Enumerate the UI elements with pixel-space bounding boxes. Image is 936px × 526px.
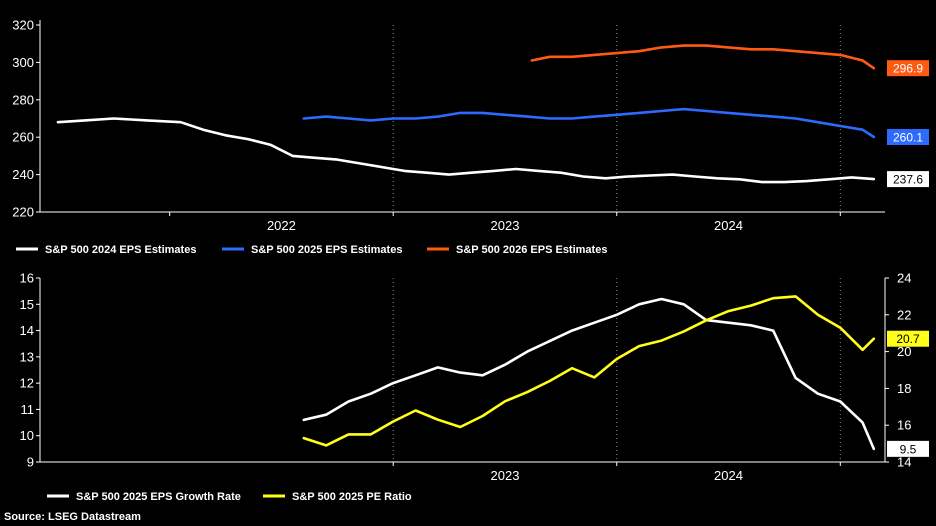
y2-tick-label: 18 [897, 381, 911, 396]
legend-growth: S&P 500 2025 EPS Growth Rate [76, 491, 241, 503]
y-tick-label: 240 [12, 167, 34, 182]
bottom-series-lines [302, 295, 876, 451]
y-tick-label: 13 [20, 349, 34, 364]
series-line-0 [56, 117, 876, 184]
y-tick-label: 15 [20, 297, 34, 312]
y-tick-label: 280 [12, 92, 34, 107]
bottom-right-y-tick-labels: 14 16 18 20 22 24 [885, 271, 911, 470]
legend-eps2024: S&P 500 2024 EPS Estimates [45, 244, 196, 256]
end-label-box-2 [887, 60, 929, 77]
legend-eps2025: S&P 500 2025 EPS Estimates [251, 244, 402, 256]
end-label-box-1 [887, 330, 929, 347]
y2-tick-label: 16 [897, 418, 911, 433]
bottom-end-labels: 9.5 20.7 [887, 330, 929, 457]
y-tick-label: 220 [12, 205, 34, 220]
end-label-1: 20.7 [896, 332, 920, 346]
top-end-labels: 237.6 260.1 296.9 [887, 60, 929, 188]
bottom-chart-gridlines [392, 278, 841, 462]
y-tick-label: 11 [21, 402, 35, 417]
x-tick-label: 2023 [491, 468, 520, 483]
y-tick-label: 12 [20, 376, 34, 391]
legend-eps2026: S&P 500 2026 EPS Estimates [456, 244, 607, 256]
bottom-left-y-tick-labels: 9 10 11 12 13 14 15 16 [20, 271, 40, 470]
end-label-box-0 [887, 171, 929, 188]
series-line-0 [302, 297, 876, 451]
x-tick-label: 2023 [491, 218, 520, 233]
y-tick-label: 16 [20, 271, 34, 286]
end-label-box-0 [887, 440, 929, 457]
legend-pe: S&P 500 2025 PE Ratio [292, 491, 412, 503]
end-label-0: 9.5 [900, 442, 917, 456]
x-tick-label: 2024 [714, 218, 743, 233]
y-tick-label: 300 [12, 55, 34, 70]
y-tick-label: 9 [27, 455, 34, 470]
end-label-0: 237.6 [893, 173, 923, 187]
end-label-1: 260.1 [893, 131, 923, 145]
y2-tick-label: 24 [897, 271, 911, 286]
top-legend: S&P 500 2024 EPS Estimates S&P 500 2025 … [16, 244, 607, 256]
y2-tick-label: 22 [897, 307, 911, 322]
y-tick-label: 320 [12, 18, 34, 33]
series-line-1 [302, 107, 876, 139]
x-tick-label: 2024 [714, 468, 743, 483]
series-line-1 [302, 295, 876, 447]
end-label-2: 296.9 [893, 62, 923, 76]
series-line-2 [530, 44, 876, 70]
end-label-box-1 [887, 129, 929, 146]
y2-tick-label: 14 [897, 455, 911, 470]
y-tick-label: 260 [12, 130, 34, 145]
y-tick-label: 10 [20, 428, 34, 443]
bottom-x-tick-labels: 202320242025 [392, 462, 841, 483]
top-x-tick-labels: 2022202320242025 [169, 212, 841, 233]
x-tick-label: 2022 [267, 218, 296, 233]
y-tick-label: 14 [20, 323, 34, 338]
bottom-legend: S&P 500 2025 EPS Growth Rate S&P 500 202… [47, 491, 412, 503]
top-y-tick-labels: 220 240 260 280 300 320 [12, 18, 40, 220]
top-series-lines [56, 44, 876, 184]
source-note: Source: LSEG Datastream [4, 511, 141, 523]
y2-tick-label: 20 [897, 344, 911, 359]
